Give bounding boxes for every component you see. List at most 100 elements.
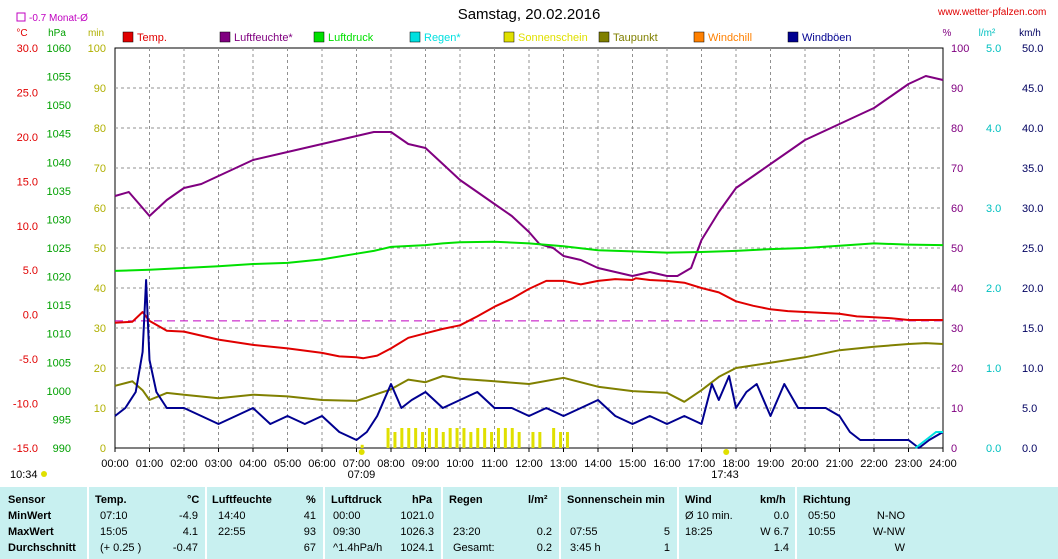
stats-cell-press-time: 00:00 bbox=[333, 510, 361, 522]
row-label-max: MaxWert bbox=[8, 526, 54, 538]
y-tick-label-pressure: 1055 bbox=[47, 72, 71, 84]
y-tick-label-humidity: 30 bbox=[951, 323, 963, 335]
axis-unit-pressure: hPa bbox=[48, 28, 66, 39]
x-tick-label: 01:00 bbox=[136, 458, 164, 470]
y-tick-label-wind: 20.0 bbox=[1022, 283, 1043, 295]
x-tick-label: 11:00 bbox=[481, 458, 508, 470]
header-humidity: Luftfeuchte bbox=[212, 494, 272, 506]
y-tick-label-humidity: 90 bbox=[951, 83, 963, 95]
y-tick-label-sun: 30 bbox=[94, 323, 106, 335]
sunshine-bar bbox=[434, 428, 438, 448]
x-tick-label: 10:00 bbox=[446, 458, 474, 470]
header-wind-unit: km/h bbox=[760, 494, 786, 506]
sunshine-bar bbox=[510, 428, 514, 448]
legend-swatch bbox=[409, 31, 421, 43]
y-tick-label-rain: 2.0 bbox=[986, 283, 1001, 295]
sunshine-bar bbox=[565, 432, 569, 448]
stats-cell-press-time: ^1.4hPa/h bbox=[333, 542, 383, 554]
series-line-luftdruck bbox=[114, 240, 944, 272]
x-tick-label: 08:00 bbox=[377, 458, 405, 470]
monthly-note-label: -0.7 Monat-Ø bbox=[29, 13, 88, 24]
y-tick-label-temp: 20.0 bbox=[17, 132, 38, 144]
header-temp-unit: °C bbox=[187, 494, 200, 506]
stats-cell-hum-val: 93 bbox=[303, 526, 316, 538]
legend-label: Windchill bbox=[708, 32, 752, 44]
sunshine-bar bbox=[517, 432, 521, 448]
legend-label: Windböen bbox=[802, 32, 852, 44]
y-tick-label-pressure: 1050 bbox=[47, 100, 71, 112]
y-tick-label-pressure: 1035 bbox=[47, 186, 71, 198]
y-tick-label-temp: -15.0 bbox=[13, 443, 38, 455]
stats-cell-press-val: 1024.1 bbox=[400, 542, 434, 554]
stats-cell-press-time: 09:30 bbox=[333, 526, 361, 538]
stats-cell-temp-time: (+ 0.25 ) bbox=[100, 542, 142, 554]
sunshine-bar bbox=[407, 428, 411, 448]
x-tick-label: 09:00 bbox=[412, 458, 440, 470]
stats-cell-sun-time: 3:45 h bbox=[570, 542, 601, 554]
sunshine-bar bbox=[552, 428, 556, 448]
x-tick-label: 16:00 bbox=[653, 458, 681, 470]
stats-cell-dir-val: W-NW bbox=[872, 526, 905, 538]
sunshine-bar bbox=[421, 432, 425, 448]
legend-label: Sonnenschein bbox=[518, 32, 588, 44]
legend-swatch bbox=[787, 31, 799, 43]
stats-cell-temp-val: -4.9 bbox=[179, 510, 198, 522]
y-tick-label-humidity: 50 bbox=[951, 243, 963, 255]
axis-unit-sun: min bbox=[88, 28, 104, 39]
axis-unit-temp: °C bbox=[16, 28, 27, 39]
y-tick-label-temp: 15.0 bbox=[17, 176, 38, 188]
stats-cell-wind-val: W 6.7 bbox=[760, 526, 789, 538]
y-tick-label-sun: 40 bbox=[94, 283, 106, 295]
header-pressure-unit: hPa bbox=[412, 494, 433, 506]
x-tick-label: 18:00 bbox=[722, 458, 750, 470]
stats-cell-sun-time: 07:55 bbox=[570, 526, 598, 538]
y-tick-label-pressure: 1060 bbox=[47, 43, 71, 55]
daylength-sun-icon bbox=[41, 471, 47, 477]
weather-chart: 30.0 25.0 20.0 15.0 10.0 5.0 0.0 -5.0 -10.0 -15.0… bbox=[10, 12, 1043, 481]
y-tick-label-pressure: 1030 bbox=[47, 214, 71, 226]
website-link[interactable]: www.wetter-pfalzen.com bbox=[938, 7, 1047, 18]
legend-swatch bbox=[693, 31, 705, 43]
y-tick-label-pressure: 1000 bbox=[47, 386, 71, 398]
stats-cell-press-val: 1026.3 bbox=[400, 526, 434, 538]
sunshine-bar bbox=[490, 432, 494, 448]
x-tick-label: 15:00 bbox=[619, 458, 647, 470]
y-tick-label-pressure: 1020 bbox=[47, 272, 71, 284]
y-tick-label-wind: 35.0 bbox=[1022, 163, 1043, 175]
y-tick-label-sun: 0 bbox=[100, 443, 106, 455]
sunrise-label: 07:09 bbox=[348, 469, 376, 481]
y-tick-label-humidity: 10 bbox=[951, 403, 963, 415]
y-tick-label-humidity: 80 bbox=[951, 123, 963, 135]
legend-label: Taupunkt bbox=[613, 32, 658, 44]
stats-table: Sensor Temp. °C Luftfeuchte % Luftdruck … bbox=[0, 487, 1058, 559]
axis-unit-rain: l/m² bbox=[979, 28, 996, 39]
y-tick-label-wind: 25.0 bbox=[1022, 243, 1043, 255]
series-line-temp bbox=[114, 277, 943, 360]
sunshine-bar bbox=[455, 428, 459, 448]
sunshine-bar bbox=[386, 428, 390, 448]
y-tick-label-sun: 80 bbox=[94, 123, 106, 135]
y-tick-label-pressure: 995 bbox=[53, 414, 71, 426]
y-tick-label-wind: 0.0 bbox=[1022, 443, 1037, 455]
legend-label: Luftfeuchte* bbox=[234, 32, 293, 44]
y-tick-label-sun: 60 bbox=[94, 203, 106, 215]
y-tick-label-wind: 15.0 bbox=[1022, 323, 1043, 335]
stats-cell-sun-val: 5 bbox=[663, 526, 670, 538]
legend-label: Regen* bbox=[424, 32, 461, 44]
sunshine-bar bbox=[448, 428, 452, 448]
y-tick-label-humidity: 0 bbox=[951, 443, 957, 455]
sunshine-bar bbox=[441, 432, 445, 448]
y-tick-label-rain: 0.0 bbox=[986, 443, 1001, 455]
stats-cell-rain-val: 0.2 bbox=[536, 542, 552, 554]
header-rain-unit: l/m² bbox=[528, 494, 548, 506]
y-tick-label-wind: 40.0 bbox=[1022, 123, 1043, 135]
x-tick-label: 19:00 bbox=[757, 458, 785, 470]
stats-cell-rain-time: 23:20 bbox=[453, 526, 481, 538]
sunshine-bar bbox=[427, 428, 431, 448]
header-pressure: Luftdruck bbox=[331, 494, 382, 506]
x-tick-label: 24:00 bbox=[929, 458, 957, 470]
y-tick-label-rain: 5.0 bbox=[986, 43, 1001, 55]
stats-cell-rain-time: Gesamt: bbox=[453, 542, 495, 554]
y-tick-label-pressure: 1005 bbox=[47, 357, 71, 369]
y-tick-label-temp: -5.0 bbox=[19, 354, 38, 366]
